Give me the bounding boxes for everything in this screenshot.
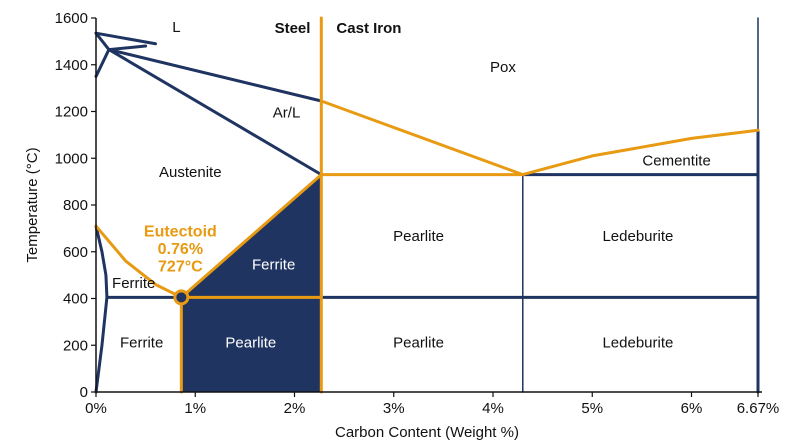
phase-line-5 [94, 31, 111, 52]
y-axis-title: Temperature (°C) [24, 147, 41, 262]
region-label: Cast Iron [336, 20, 401, 37]
eutectoid-point [173, 289, 190, 306]
phase-line-1 [94, 31, 158, 46]
x-tick-label: 5% [581, 400, 603, 417]
y-tick-label: 1400 [55, 57, 88, 74]
region-label: 0.76% [158, 241, 203, 258]
y-tick-label: 1200 [55, 104, 88, 121]
region-label: Ferrite [252, 256, 295, 273]
phase-line-2 [107, 48, 323, 177]
region-label: Steel [275, 20, 311, 37]
region-label: L [172, 19, 180, 36]
phase-line-16 [521, 128, 760, 177]
x-tick-label: 1% [184, 400, 206, 417]
region-label: Ferrite [120, 335, 163, 352]
region-label: Austenite [159, 164, 222, 181]
y-tick-label: 1000 [55, 150, 88, 167]
filled-region-1 [181, 297, 322, 392]
y-tick-label: 400 [63, 291, 88, 308]
region-labels: L Steel Cast Iron Pox Ar/L Cementite Austenite… [112, 19, 711, 352]
y-tick-label: 200 [63, 337, 88, 354]
y-tick-labels: 0 200 400 600 800 1000 1200 1400 1600 [55, 10, 96, 401]
region-label: 727°C [158, 259, 203, 276]
phase-boundary-lines [94, 16, 760, 394]
phase-line-7 [94, 224, 109, 394]
x-tick-label: 2% [284, 400, 306, 417]
y-tick-label: 0 [80, 384, 88, 401]
y-tick-label: 800 [63, 197, 88, 214]
filled-regions [181, 174, 322, 392]
region-label: Ferrite [112, 275, 155, 292]
region-label: Ledeburite [602, 335, 673, 352]
phase-line-3 [107, 48, 323, 103]
x-tick-label: 4% [482, 400, 504, 417]
x-axis-title: Carbon Content (Weight %) [335, 424, 519, 441]
region-label: Pearlite [225, 335, 276, 352]
eutectoid-marker [173, 289, 190, 306]
y-tick-label: 1600 [55, 10, 88, 27]
region-label: Cementite [642, 152, 710, 169]
region-label: Ar/L [273, 104, 301, 121]
phase-line-15 [319, 99, 525, 177]
region-label: Eutectoid [144, 224, 217, 241]
region-label: Pearlite [393, 335, 444, 352]
phase-line-4 [94, 48, 111, 78]
phase-line-19 [94, 224, 183, 299]
x-tick-label: 3% [383, 400, 405, 417]
x-tick-label: 0% [85, 400, 107, 417]
x-tick-label: 6% [681, 400, 703, 417]
y-tick-label: 600 [63, 244, 88, 261]
region-label: Pox [490, 59, 516, 76]
phase-line-6 [107, 44, 148, 52]
region-label: Ledeburite [602, 228, 673, 245]
region-label: Pearlite [393, 228, 444, 245]
phase-line-18 [179, 173, 323, 299]
x-tick-labels: 0% 1% 2% 3% 4% 5% 6% 6.67% [85, 392, 779, 417]
x-tick-label: 6.67% [737, 400, 780, 417]
